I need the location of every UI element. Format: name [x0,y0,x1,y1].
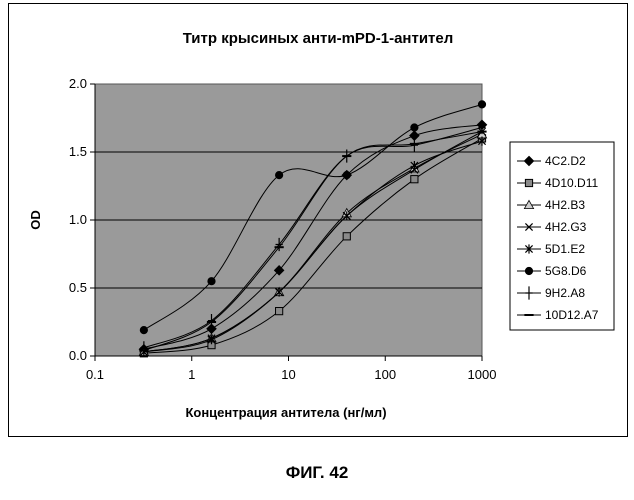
legend-label: 4H2.B3 [545,198,585,212]
data-point [276,172,283,179]
legend-label: 4H2.G3 [545,220,587,234]
data-point [276,308,283,315]
y-tick-label: 0.0 [69,348,87,363]
legend-label: 4C2.D2 [545,154,586,168]
legend-label: 5G8.D6 [545,264,587,278]
data-point [140,327,147,334]
data-point [411,124,418,131]
data-point [411,176,418,183]
data-point [343,172,350,179]
chart-title: Титр крысиных анти-mPD-1-антител [183,30,454,47]
x-tick-label: 100 [374,367,396,382]
legend-label: 9H2.A8 [545,286,585,300]
y-tick-label: 1.0 [69,212,87,227]
legend-label: 10D12.A7 [545,308,599,322]
x-tick-label: 10 [281,367,295,382]
y-tick-label: 0.5 [69,280,87,295]
data-point [478,101,485,108]
data-point [343,233,350,240]
x-tick-label: 1000 [468,367,497,382]
x-tick-label: 0.1 [86,367,104,382]
x-axis-title: Концентрация антитела (нг/мл) [185,405,386,420]
y-axis-title: OD [28,210,43,230]
legend-box [510,142,614,330]
legend-marker [525,267,532,274]
y-tick-label: 1.5 [69,144,87,159]
figure-caption: ФИГ. 42 [0,463,634,483]
x-tick-label: 1 [188,367,195,382]
data-point [208,278,215,285]
y-tick-label: 2.0 [69,76,87,91]
legend-marker [525,179,532,186]
legend-label: 5D1.E2 [545,242,585,256]
legend: 4C2.D2 4D10.D11 4H2.B3 4H2.G3 5D1.E2 5G8.D6 9H… [510,142,614,330]
legend-label: 4D10.D11 [545,176,598,190]
